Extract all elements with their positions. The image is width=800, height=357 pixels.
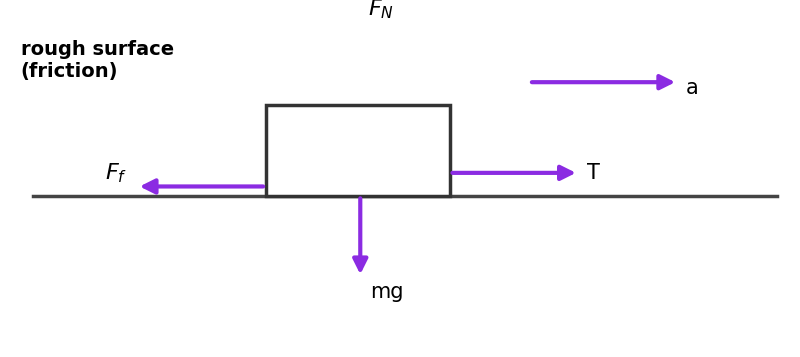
Text: mg: mg [370, 282, 404, 302]
Text: rough surface
(friction): rough surface (friction) [21, 40, 174, 81]
Text: T: T [586, 163, 599, 183]
FancyBboxPatch shape [266, 105, 450, 196]
Text: a: a [686, 77, 698, 97]
Text: $F_f$: $F_f$ [105, 161, 127, 185]
Text: $F_N$: $F_N$ [368, 0, 394, 21]
